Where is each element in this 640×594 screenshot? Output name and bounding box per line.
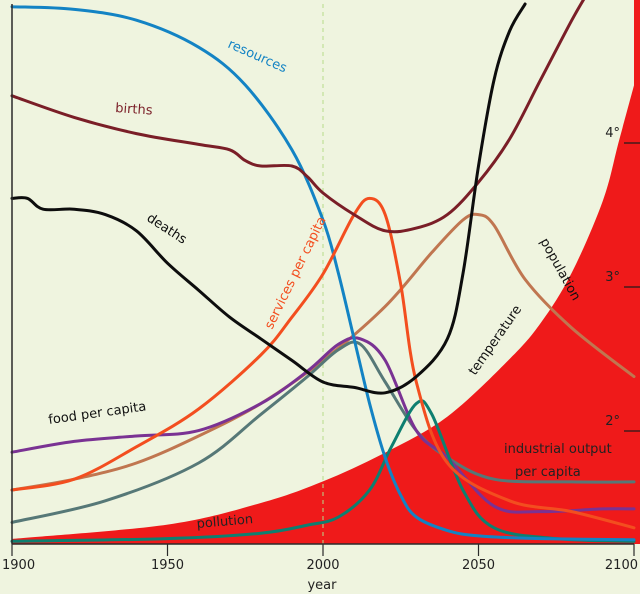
series-lines (10, 0, 636, 543)
series-line-resources (10, 5, 636, 542)
x-tick-label: 1950 (151, 558, 184, 573)
x-tick-label: 2000 (306, 558, 339, 573)
y-right-ticks: 4° 3° 2° (605, 126, 640, 432)
x-tick-label: 1900 (2, 558, 35, 573)
y-right-tick-label: 4° (605, 126, 620, 141)
series-line-pollution (10, 399, 636, 543)
series-line-births (10, 0, 586, 234)
label-industrial-output: industrial output (504, 442, 612, 457)
series-line-services (10, 196, 636, 530)
x-axis-title: year (307, 578, 337, 593)
y-right-tick-label: 2° (605, 414, 620, 429)
x-ticks: 1900 1950 2000 2050 2100 (2, 544, 638, 573)
label-pollution: pollution (196, 512, 254, 532)
x-tick-label: 2100 (605, 558, 638, 573)
x-tick-label: 2050 (462, 558, 495, 573)
label-births: births (115, 101, 153, 119)
label-per-capita: per capita (515, 465, 581, 480)
y-right-tick-label: 3° (605, 270, 620, 285)
temperature-area (12, 0, 640, 544)
series-line-population (10, 212, 636, 492)
series-line-deaths (10, 2, 527, 395)
